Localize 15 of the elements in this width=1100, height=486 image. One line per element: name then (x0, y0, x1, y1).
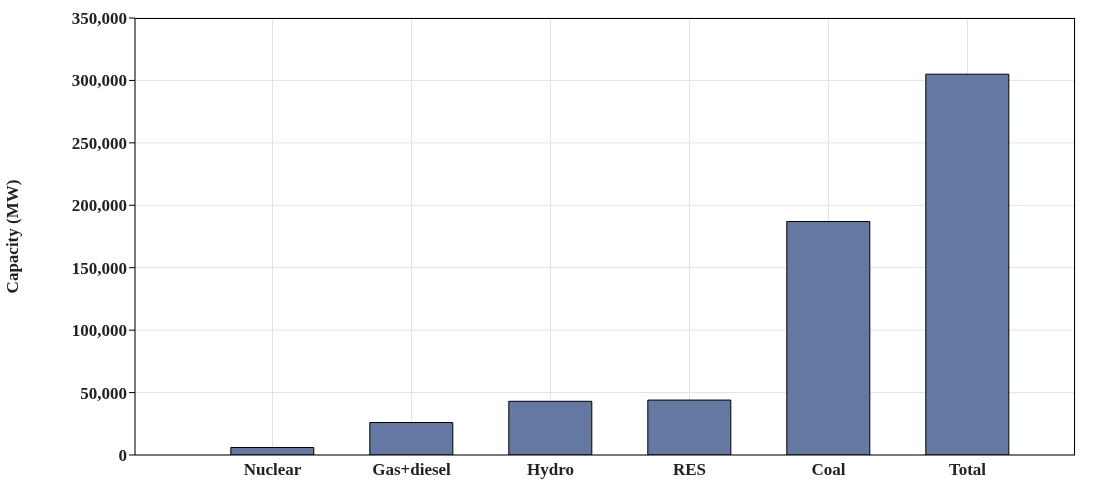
y-tick-label: 0 (118, 446, 127, 466)
x-tick-label: RES (672, 460, 707, 480)
x-tick-label: Gas+diesel (372, 460, 452, 480)
y-tick-label: 200,000 (71, 196, 127, 216)
y-tick-label: 50,000 (80, 383, 127, 403)
x-tick-label: Total (948, 460, 987, 480)
y-tick-label: 100,000 (71, 321, 127, 341)
y-tick-label: 150,000 (71, 258, 127, 278)
x-tick-label: Coal (811, 460, 846, 480)
x-tick-label: Hydro (527, 460, 574, 480)
y-tick-label: 250,000 (71, 133, 127, 153)
y-tick-label: 350,000 (71, 9, 127, 29)
y-tick-label: 300,000 (71, 71, 127, 91)
x-tick-label: Nuclear (243, 460, 302, 480)
y-axis-title: Capacity (MW) (3, 179, 23, 294)
